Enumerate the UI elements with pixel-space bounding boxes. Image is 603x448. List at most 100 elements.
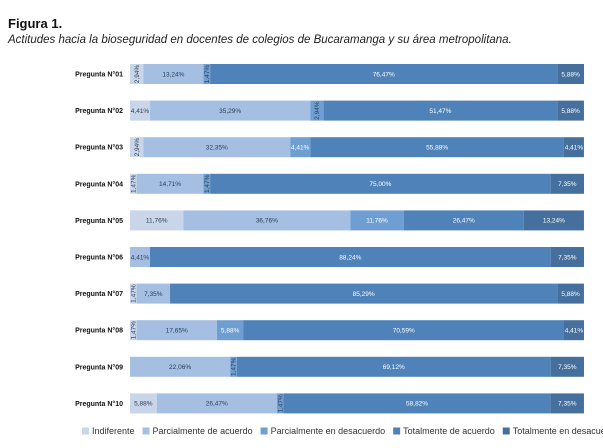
- data-label-pregunta-n02-totalmente-de-acuerdo: 51,47%: [429, 108, 451, 115]
- category-label-pregunta-n04: Pregunta N°04: [75, 180, 123, 188]
- data-label-pregunta-n03-totalmente-de-acuerdo: 55,88%: [426, 145, 448, 152]
- data-label-pregunta-n01-indiferente: 2,94%: [134, 65, 141, 84]
- bar-pregunta-n05-parcialmente-en-desacuerdo: [350, 210, 404, 231]
- category-label-pregunta-n02: Pregunta N°02: [75, 107, 123, 115]
- data-label-pregunta-n08-totalmente-en-desacuerdo: 4,41%: [565, 328, 584, 335]
- category-label-pregunta-n08: Pregunta N°08: [75, 327, 123, 335]
- category-label-pregunta-n03: Pregunta N°03: [75, 144, 123, 152]
- data-label-pregunta-n02-parcialmente-en-desacuerdo: 2,94%: [314, 101, 321, 120]
- data-label-pregunta-n05-totalmente-de-acuerdo: 26,47%: [453, 218, 475, 225]
- category-label-pregunta-n01: Pregunta N°01: [75, 71, 123, 79]
- bars-layer: [130, 64, 584, 414]
- bar-pregunta-n03-indiferente: [130, 137, 144, 158]
- legend-label-indiferente: Indiferente: [92, 426, 135, 436]
- data-label-pregunta-n07-totalmente-en-desacuerdo: 5,88%: [561, 291, 580, 298]
- data-label-pregunta-n09-parcialmente-en-desacuerdo: 1,47%: [231, 357, 238, 376]
- legend: Indiferente Parcialmente de acuerdo Parcia…: [82, 426, 603, 436]
- legend-swatch-totalmente-en-desacuerdo: [502, 427, 510, 435]
- bar-pregunta-n08-parcialmente-en-desacuerdo: [216, 320, 244, 341]
- figure-caption: Actitudes hacia la bioseguridad en docen…: [8, 34, 512, 46]
- bar-pregunta-n04-parcialmente-de-acuerdo: [136, 173, 204, 194]
- data-label-pregunta-n02-parcialmente-de-acuerdo: 35,29%: [219, 108, 241, 115]
- bar-pregunta-n05-parcialmente-de-acuerdo: [183, 210, 351, 231]
- bar-pregunta-n04-totalmente-de-acuerdo: [210, 173, 551, 194]
- bar-pregunta-n02-totalmente-de-acuerdo: [323, 100, 558, 121]
- bar-pregunta-n03-totalmente-en-desacuerdo: [563, 137, 584, 158]
- data-label-pregunta-n09-parcialmente-de-acuerdo: 22,06%: [169, 364, 191, 371]
- data-label-pregunta-n10-parcialmente-en-desacuerdo: 1,47%: [277, 394, 284, 413]
- bar-pregunta-n08-totalmente-de-acuerdo: [243, 320, 564, 341]
- data-label-pregunta-n02-totalmente-en-desacuerdo: 5,88%: [561, 108, 580, 115]
- data-label-pregunta-n08-parcialmente-de-acuerdo: 17,65%: [166, 328, 188, 335]
- bar-pregunta-n08-indiferente: [130, 320, 137, 341]
- bar-pregunta-n05-totalmente-de-acuerdo: [403, 210, 524, 231]
- bar-pregunta-n07-parcialmente-de-acuerdo: [136, 283, 171, 304]
- bar-pregunta-n10-parcialmente-de-acuerdo: [156, 393, 277, 414]
- data-label-pregunta-n10-parcialmente-de-acuerdo: 26,47%: [206, 401, 228, 408]
- bar-pregunta-n09-parcialmente-de-acuerdo: [130, 356, 231, 377]
- data-label-pregunta-n06-totalmente-en-desacuerdo: 7,35%: [558, 254, 577, 261]
- data-label-pregunta-n03-totalmente-en-desacuerdo: 4,41%: [565, 145, 584, 152]
- data-label-pregunta-n03-parcialmente-en-desacuerdo: 4,41%: [291, 145, 310, 152]
- legend-label-totalmente-de-acuerdo: Totalmente de acuerdo: [403, 426, 495, 436]
- data-label-pregunta-n10-totalmente-de-acuerdo: 58,82%: [406, 401, 428, 408]
- category-label-pregunta-n09: Pregunta N°09: [75, 363, 123, 371]
- data-label-pregunta-n01-totalmente-de-acuerdo: 76,47%: [373, 71, 395, 78]
- bar-pregunta-n06-totalmente-de-acuerdo: [150, 247, 551, 267]
- bar-pregunta-n01-parcialmente-de-acuerdo: [143, 64, 204, 84]
- data-label-pregunta-n04-totalmente-en-desacuerdo: 7,35%: [558, 181, 577, 188]
- labels-layer: Pregunta N°01 2,94% 13,24% 1,47% 76,47% 5,88%…: [75, 65, 583, 413]
- bar-pregunta-n04-totalmente-en-desacuerdo: [550, 173, 584, 194]
- data-label-pregunta-n06-totalmente-de-acuerdo: 88,24%: [339, 254, 361, 261]
- data-label-pregunta-n04-parcialmente-en-desacuerdo: 1,47%: [204, 174, 211, 193]
- data-label-pregunta-n03-parcialmente-de-acuerdo: 32,35%: [206, 145, 228, 152]
- data-label-pregunta-n02-indiferente: 4,41%: [131, 108, 150, 115]
- bar-pregunta-n04-indiferente: [130, 173, 137, 194]
- data-label-pregunta-n05-parcialmente-de-acuerdo: 36,76%: [256, 218, 278, 225]
- bar-pregunta-n10-totalmente-de-acuerdo: [283, 393, 551, 414]
- bar-pregunta-n08-parcialmente-de-acuerdo: [136, 320, 217, 341]
- category-label-pregunta-n07: Pregunta N°07: [75, 290, 123, 298]
- data-label-pregunta-n01-totalmente-en-desacuerdo: 5,88%: [561, 71, 580, 78]
- bar-pregunta-n10-totalmente-en-desacuerdo: [550, 393, 584, 414]
- legend-swatch-parcialmente-de-acuerdo: [142, 427, 150, 435]
- bar-pregunta-n02-indiferente: [130, 100, 151, 121]
- bar-pregunta-n07-indiferente: [130, 283, 137, 304]
- data-label-pregunta-n04-totalmente-de-acuerdo: 75,00%: [369, 181, 391, 188]
- bar-pregunta-n02-parcialmente-en-desacuerdo: [310, 100, 324, 121]
- data-label-pregunta-n05-totalmente-en-desacuerdo: 13,24%: [543, 218, 565, 225]
- bar-pregunta-n03-parcialmente-de-acuerdo: [143, 137, 291, 158]
- data-label-pregunta-n08-parcialmente-en-desacuerdo: 5,88%: [221, 328, 240, 335]
- data-label-pregunta-n10-totalmente-en-desacuerdo: 7,35%: [558, 401, 577, 408]
- data-label-pregunta-n07-parcialmente-de-acuerdo: 7,35%: [144, 291, 163, 298]
- bar-pregunta-n01-totalmente-en-desacuerdo: [557, 64, 584, 84]
- data-label-pregunta-n07-totalmente-de-acuerdo: 85,29%: [353, 291, 375, 298]
- bar-pregunta-n03-totalmente-de-acuerdo: [310, 137, 564, 158]
- bar-pregunta-n10-indiferente: [130, 393, 157, 414]
- bar-pregunta-n06-parcialmente-de-acuerdo: [130, 247, 151, 267]
- bar-pregunta-n07-totalmente-de-acuerdo: [170, 283, 558, 304]
- data-label-pregunta-n04-parcialmente-de-acuerdo: 14,71%: [159, 181, 181, 188]
- bar-pregunta-n02-parcialmente-de-acuerdo: [150, 100, 311, 121]
- bar-pregunta-n02-totalmente-en-desacuerdo: [557, 100, 584, 121]
- legend-label-parcialmente-de-acuerdo: Parcialmente de acuerdo: [153, 426, 253, 436]
- legend-label-parcialmente-en-desacuerdo: Parcialmente en desacuerdo: [271, 426, 386, 436]
- legend-swatch-parcialmente-en-desacuerdo: [260, 427, 268, 435]
- legend-swatch-totalmente-de-acuerdo: [393, 427, 401, 435]
- bar-pregunta-n03-parcialmente-en-desacuerdo: [290, 137, 311, 158]
- legend-label-totalmente-en-desacuerdo: Totalmente en desacuerdo: [513, 426, 603, 436]
- data-label-pregunta-n10-indiferente: 5,88%: [134, 401, 153, 408]
- bar-pregunta-n06-totalmente-en-desacuerdo: [550, 247, 584, 267]
- bar-pregunta-n09-totalmente-en-desacuerdo: [550, 356, 584, 377]
- bar-pregunta-n05-totalmente-en-desacuerdo: [523, 210, 584, 231]
- category-label-pregunta-n06: Pregunta N°06: [75, 254, 123, 262]
- data-label-pregunta-n03-indiferente: 2,94%: [134, 138, 141, 157]
- bar-pregunta-n09-totalmente-de-acuerdo: [236, 356, 551, 377]
- data-label-pregunta-n07-indiferente: 1,47%: [131, 284, 138, 303]
- bar-pregunta-n01-indiferente: [130, 64, 144, 84]
- bar-pregunta-n05-indiferente: [130, 210, 184, 231]
- legend-swatch-indiferente: [82, 427, 89, 435]
- data-label-pregunta-n06-parcialmente-de-acuerdo: 4,41%: [131, 254, 150, 261]
- bar-pregunta-n01-totalmente-de-acuerdo: [210, 64, 558, 84]
